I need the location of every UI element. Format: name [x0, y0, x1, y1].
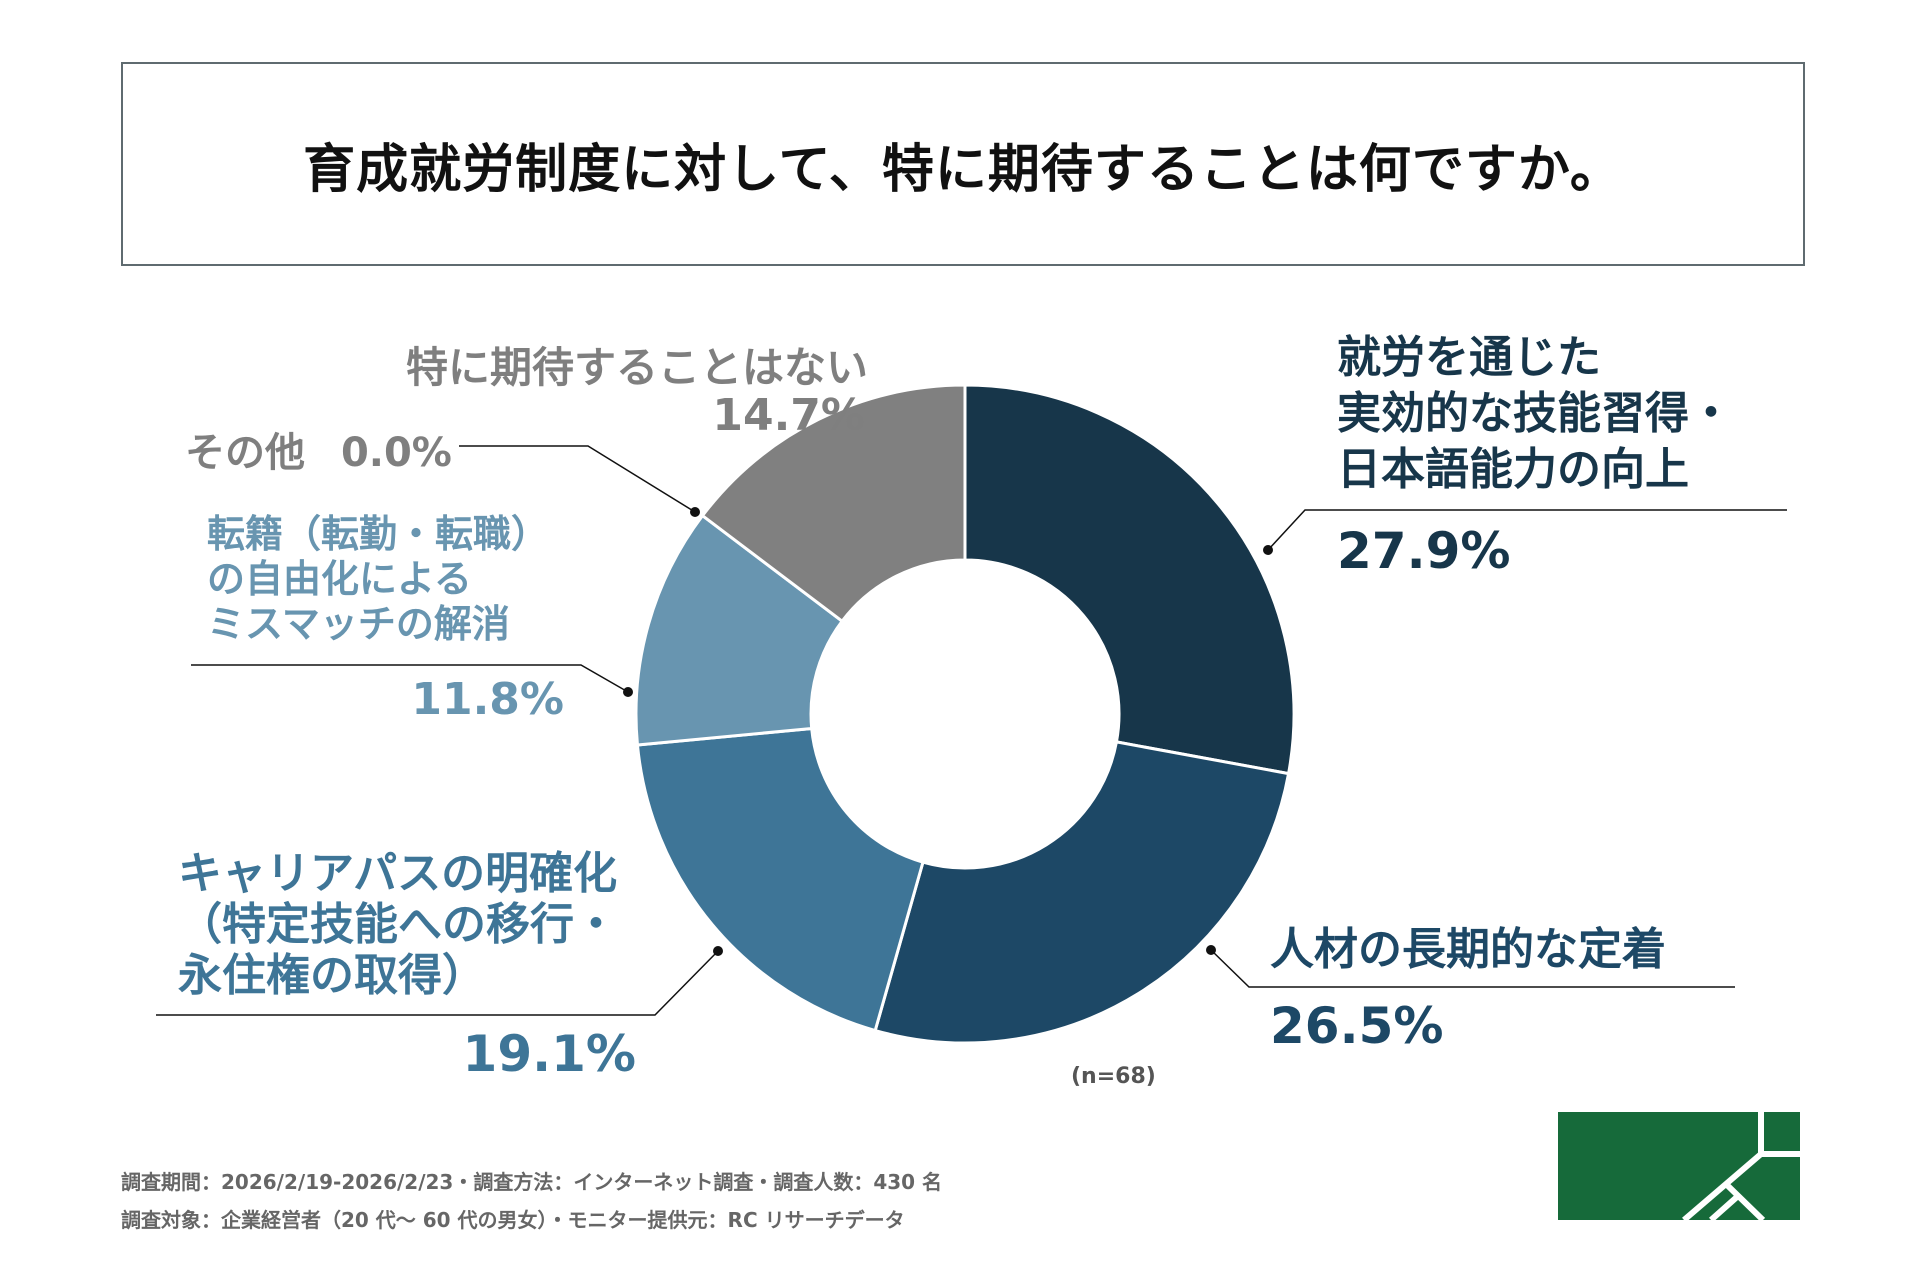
label-line: 転籍（転勤・転職） [207, 512, 550, 556]
label-line: 就労を通じた [1337, 332, 1601, 383]
donut-slice-3 [634, 513, 845, 747]
survey-info-line-1: 調査期間：2026/2/19-2026/2/23・調査方法：インターネット調査・… [121, 1170, 943, 1194]
leader-line-3 [191, 664, 629, 693]
leader-dot-0 [1263, 545, 1273, 555]
label-line: 実効的な技能習得・ [1337, 388, 1733, 439]
label-line: の自由化による [207, 557, 472, 601]
leader-dot-4 [690, 507, 700, 517]
leader-line-2 [156, 950, 719, 1016]
leader-dot-3 [623, 687, 633, 697]
slice-label-2: キャリアパスの明確化 （特定技能への移行・ 永住権の取得） [178, 848, 618, 1001]
survey-info-line-2: 調査対象：企業経営者（20 代～ 60 代の男女）・モニター提供元：RC リサー… [121, 1208, 905, 1232]
label-line: 永住権の取得） [178, 950, 486, 1001]
slice-value-5: 14.7% [712, 390, 865, 441]
slice-label-0: 就労を通じた 実効的な技能習得・ 日本語能力の向上 [1337, 330, 1733, 498]
donut-slice-1 [873, 740, 1291, 1045]
title-box: 育成就労制度に対して、特に期待することは何ですか。 [121, 62, 1805, 266]
slice-value-1: 26.5% [1270, 997, 1444, 1055]
slice-label-1: 人材の長期的な定着 [1270, 922, 1666, 978]
chart-title: 育成就労制度に対して、特に期待することは何ですか。 [303, 139, 1623, 200]
slice-value-0: 27.9% [1337, 522, 1511, 580]
label-line: ミスマッチの解消 [207, 602, 510, 646]
label-line: キャリアパスの明確化 [178, 848, 618, 899]
label-line: 日本語能力の向上 [1337, 444, 1689, 495]
slice-label-3: 転籍（転勤・転職） の自由化による ミスマッチの解消 [207, 512, 549, 647]
label-line: 特に期待することはない [406, 343, 869, 392]
donut-slice-0 [963, 383, 1296, 776]
label-line: （特定技能への移行・ [178, 899, 618, 950]
slice-value-4: 0.0% [340, 430, 452, 476]
label-line: 人材の長期的な定着 [1270, 924, 1666, 975]
slice-value-3: 11.8% [411, 674, 564, 725]
slice-value-2: 19.1% [462, 1025, 636, 1083]
leader-dot-1 [1206, 945, 1216, 955]
leader-line-1 [1210, 949, 1735, 988]
label-line: その他 [185, 430, 305, 476]
leader-line-4 [459, 445, 696, 513]
donut-slice-2 [635, 726, 925, 1033]
slice-label-5: 特に期待することはない [406, 334, 868, 395]
sample-size-note: (n=68) [1071, 1064, 1156, 1089]
company-logo [1558, 1112, 1800, 1220]
leader-line-0 [1267, 509, 1787, 551]
leader-dot-2 [713, 946, 723, 956]
donut-slice-5 [700, 383, 967, 624]
slice-label-4: その他 0.0% [185, 420, 452, 478]
